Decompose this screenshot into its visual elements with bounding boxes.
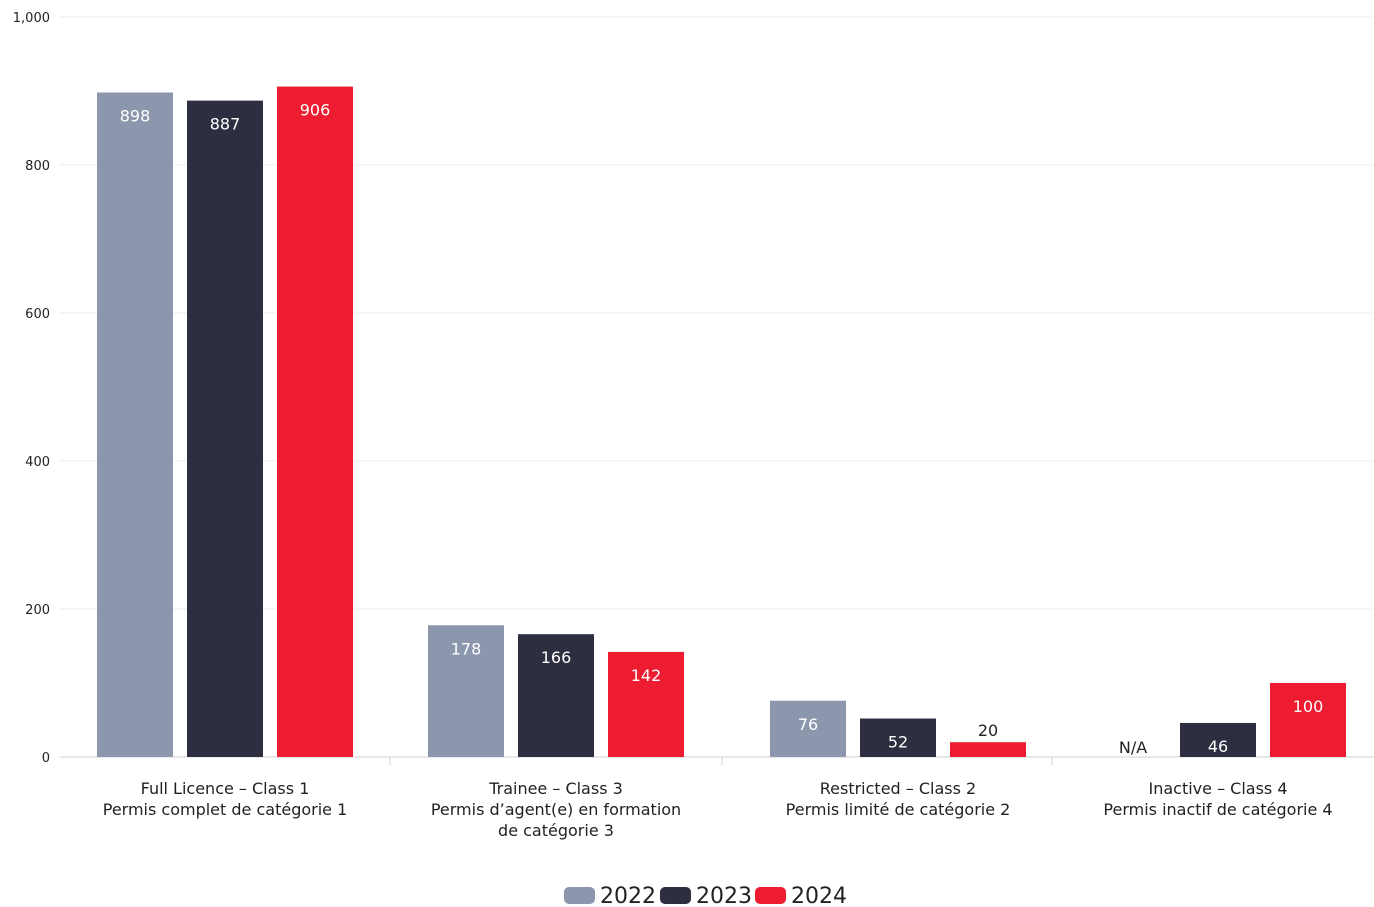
bar — [1180, 722, 1256, 757]
bar — [950, 742, 1026, 757]
bar — [277, 86, 353, 757]
y-tick-label: 400 — [25, 455, 50, 470]
x-category-label: Full Licence – Class 1 Permis complet de … — [103, 779, 348, 819]
bar-value-label: 100 — [1293, 697, 1324, 716]
legend-label: 2022 — [600, 884, 656, 907]
bar — [518, 634, 594, 757]
x-category-label: Inactive – Class 4 Permis inactif de caté… — [1103, 779, 1332, 819]
x-axis: Full Licence – Class 1 Permis complet de … — [103, 757, 1333, 840]
bar-value-label: 898 — [120, 106, 151, 125]
bar — [428, 625, 504, 757]
legend-label: 2024 — [791, 884, 847, 907]
bar-value-label: 76 — [798, 715, 818, 734]
bar — [860, 718, 936, 757]
bar — [97, 92, 173, 758]
bar-value-label: 46 — [1208, 737, 1228, 756]
legend-swatch — [660, 887, 691, 904]
bar-value-label: 906 — [300, 101, 331, 120]
bar-value-label: 142 — [631, 666, 662, 685]
bar — [1270, 683, 1346, 757]
y-tick-label: 200 — [25, 603, 50, 618]
legend-label: 2023 — [696, 884, 752, 907]
bar-value-label: 52 — [888, 733, 908, 752]
y-tick-label: 800 — [25, 159, 50, 174]
bars: 898 178 76 N/A 887 166 52 46 906 142 20 100 — [97, 86, 1346, 758]
legend-swatch — [564, 887, 595, 904]
bar-value-label: 887 — [210, 115, 241, 134]
bar-value-label: N/A — [1119, 738, 1147, 757]
y-tick-label: 600 — [25, 307, 50, 322]
bar-value-label: 166 — [541, 648, 572, 667]
y-axis: 0 200 400 600 800 1,000 — [13, 11, 50, 766]
legend: 2022 2023 2024 — [564, 884, 847, 907]
bar — [770, 700, 846, 757]
bar-value-label: 178 — [451, 639, 482, 658]
y-tick-label: 0 — [42, 751, 50, 766]
x-category-label: Restricted – Class 2 Permis limité de cat… — [786, 779, 1011, 819]
bar — [187, 100, 263, 758]
y-tick-label: 1,000 — [13, 11, 50, 26]
bar — [608, 651, 684, 757]
legend-swatch — [755, 887, 786, 904]
bar-value-label: 20 — [978, 721, 998, 740]
x-category-label: Trainee – Class 3 Permis d’agent(e) en fo… — [431, 779, 681, 840]
